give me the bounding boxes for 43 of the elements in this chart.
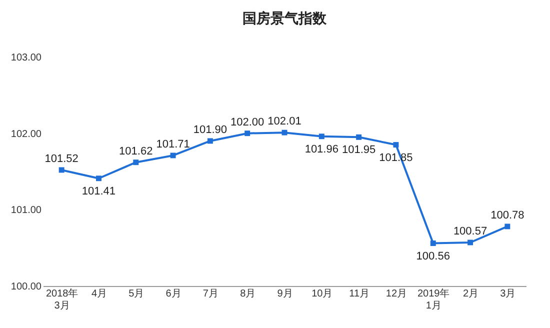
x-tick-label: 2月 — [462, 288, 479, 300]
point — [393, 142, 399, 148]
x-tick-label: 11月 — [349, 288, 370, 300]
x-tick-label: 9月 — [277, 288, 293, 300]
point — [170, 152, 176, 158]
y-tick-label: 102.00 — [10, 128, 42, 140]
data-label: 100.56 — [416, 250, 450, 262]
point — [468, 240, 474, 246]
data-label: 100.57 — [453, 225, 488, 238]
x-tick-label: 7月 — [202, 288, 218, 300]
point — [133, 160, 139, 166]
point — [356, 134, 362, 140]
x-tick-label: 2019年 1月 — [417, 288, 450, 312]
data-label: 100.78 — [490, 209, 524, 222]
data-label: 101.52 — [44, 152, 78, 165]
data-label: 102.01 — [268, 116, 302, 128]
y-tick-label: 103.00 — [10, 52, 42, 64]
x-tick-label: 2018年 3月 — [46, 288, 78, 312]
point — [244, 130, 250, 136]
x-tick-label: 5月 — [128, 288, 144, 300]
data-label: 101.41 — [82, 185, 116, 198]
x-tick-label: 10月 — [312, 288, 333, 300]
data-label: 101.62 — [119, 145, 153, 158]
x-tick-label: 8月 — [240, 288, 256, 300]
point — [207, 138, 213, 144]
chart-title: 国房景气指数 — [242, 10, 328, 26]
point — [282, 130, 288, 136]
data-label: 101.95 — [342, 144, 376, 156]
point — [58, 167, 64, 173]
data-label: 101.90 — [193, 124, 228, 136]
data-label: 102.00 — [230, 116, 264, 128]
point — [504, 224, 510, 230]
x-tick-label: 6月 — [166, 288, 182, 300]
data-label: 101.71 — [156, 138, 190, 150]
x-tick-label: 12月 — [386, 288, 408, 300]
y-tick-label: 100.00 — [10, 282, 42, 292]
point — [96, 176, 102, 182]
x-tick-label: 4月 — [91, 288, 108, 300]
data-label: 101.96 — [304, 143, 338, 156]
point — [430, 240, 436, 246]
point — [318, 134, 324, 140]
x-tick-label: 3月 — [500, 288, 516, 300]
y-tick-label: 101.00 — [10, 205, 42, 216]
